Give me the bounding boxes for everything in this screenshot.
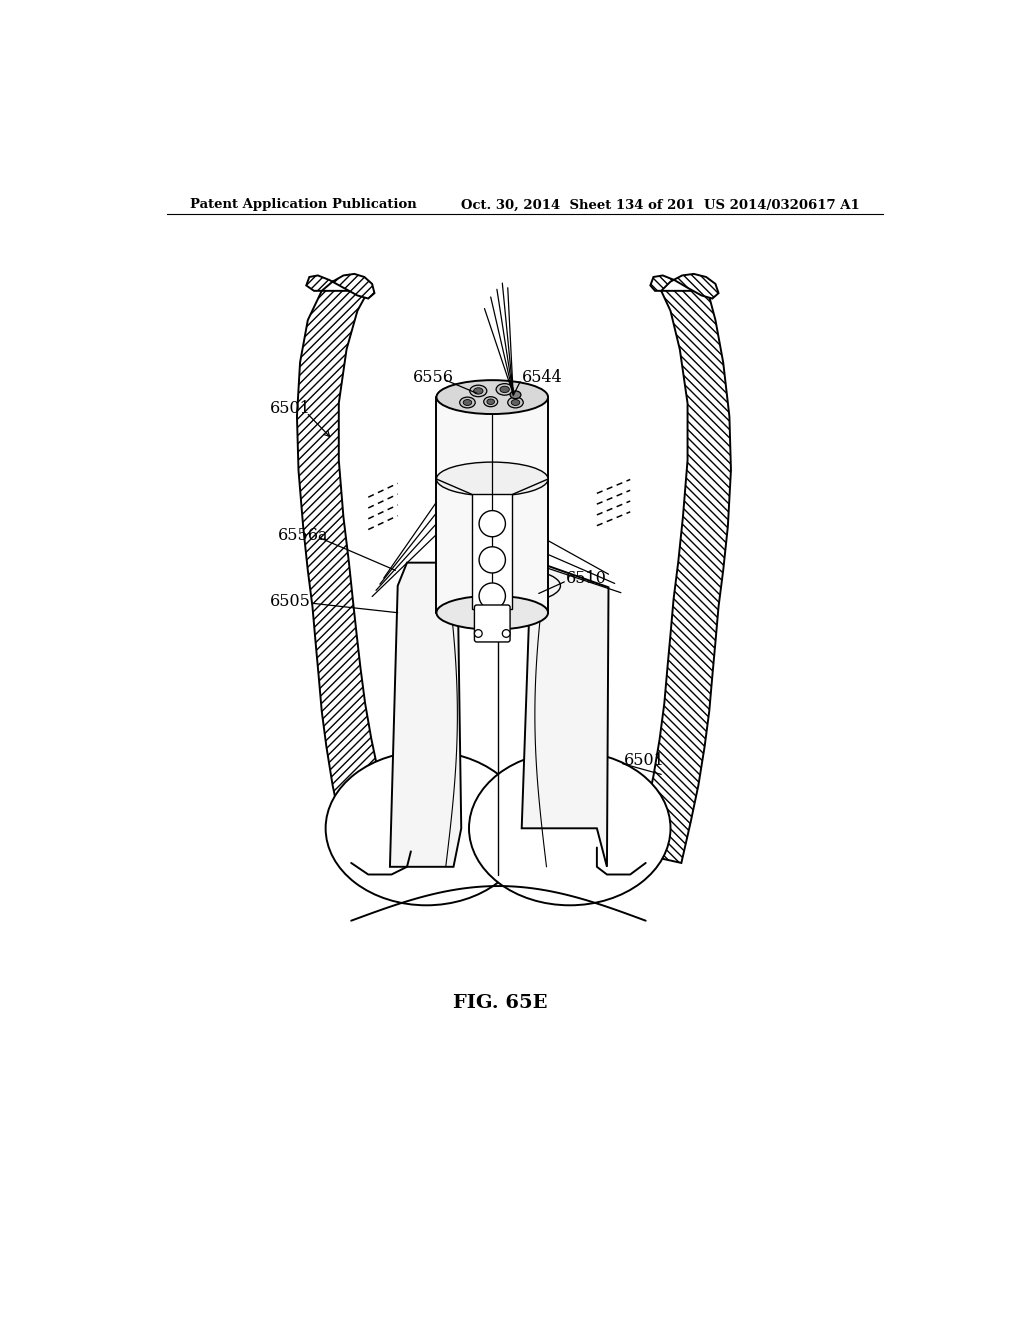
Ellipse shape <box>469 751 671 906</box>
Ellipse shape <box>436 462 548 496</box>
Polygon shape <box>306 275 375 298</box>
Text: 6505: 6505 <box>270 593 310 610</box>
Ellipse shape <box>511 400 520 405</box>
Text: 6501: 6501 <box>624 752 665 770</box>
Polygon shape <box>521 562 608 867</box>
Polygon shape <box>636 290 731 863</box>
Text: 6544: 6544 <box>521 370 562 387</box>
Text: Patent Application Publication: Patent Application Publication <box>190 198 417 211</box>
Ellipse shape <box>479 546 506 573</box>
Ellipse shape <box>508 397 523 408</box>
Ellipse shape <box>463 400 472 405</box>
Polygon shape <box>297 290 403 863</box>
Ellipse shape <box>474 630 482 638</box>
Ellipse shape <box>496 384 513 395</box>
Ellipse shape <box>436 595 548 630</box>
Ellipse shape <box>503 630 510 638</box>
Ellipse shape <box>436 380 548 414</box>
Text: 6556: 6556 <box>414 370 455 387</box>
Text: FIG. 65E: FIG. 65E <box>453 994 547 1012</box>
Polygon shape <box>436 397 548 612</box>
Ellipse shape <box>460 397 475 408</box>
Ellipse shape <box>510 391 521 399</box>
FancyBboxPatch shape <box>474 605 510 642</box>
Ellipse shape <box>326 751 527 906</box>
Text: 6501: 6501 <box>270 400 310 417</box>
Ellipse shape <box>479 583 506 609</box>
Text: 6556a: 6556a <box>278 527 328 544</box>
Ellipse shape <box>486 399 495 404</box>
Polygon shape <box>650 275 719 298</box>
Ellipse shape <box>483 397 498 407</box>
Ellipse shape <box>474 388 483 395</box>
Polygon shape <box>472 495 512 609</box>
Text: 6510: 6510 <box>566 569 607 586</box>
Ellipse shape <box>470 385 486 397</box>
Text: Oct. 30, 2014  Sheet 134 of 201  US 2014/0320617 A1: Oct. 30, 2014 Sheet 134 of 201 US 2014/0… <box>461 198 859 211</box>
Ellipse shape <box>500 387 509 392</box>
Ellipse shape <box>479 511 506 537</box>
Polygon shape <box>390 562 461 867</box>
